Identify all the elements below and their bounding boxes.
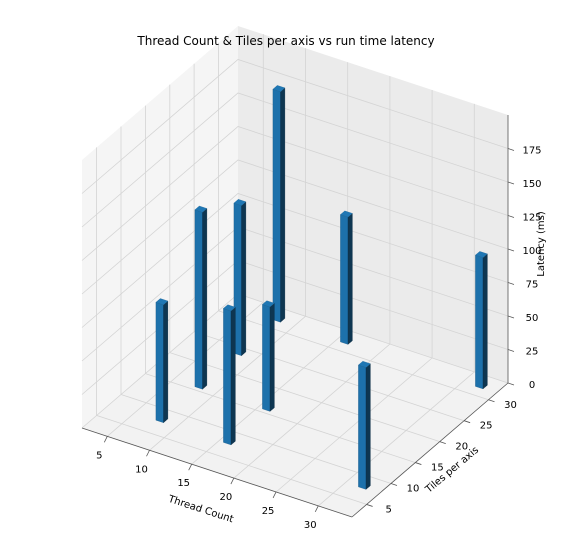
bar-front-face: [272, 88, 281, 323]
z-grid-line: [81, 92, 509, 228]
bar-top-face: [262, 300, 275, 308]
x-tick-mark: [314, 505, 319, 513]
z-axis-label: Latency (ms): [536, 211, 547, 277]
z-grid-line: [81, 126, 509, 261]
bar-side-face: [280, 87, 286, 323]
bar-top-face: [233, 199, 247, 206]
bar: [233, 199, 247, 357]
z-tick-label: 150: [522, 179, 541, 190]
bar-side-face: [347, 213, 353, 345]
y-tick-label: 15: [431, 463, 444, 474]
z-tick-mark: [507, 148, 515, 151]
x-tick-label: 10: [135, 464, 148, 475]
z-tick-label: 25: [526, 347, 539, 358]
x-tick-mark: [230, 477, 235, 485]
y-tick-mark: [463, 420, 471, 424]
y-tick-mark: [488, 399, 495, 403]
x-tick-mark: [146, 450, 150, 457]
bar-top-face: [272, 85, 286, 92]
y-tick-label: 30: [504, 400, 517, 411]
bar-top-face: [358, 361, 371, 368]
x-axis-line: [81, 427, 353, 518]
y-tick-label: 20: [455, 442, 468, 453]
grid-lines: [81, 34, 509, 507]
z-grid-line: [81, 159, 509, 295]
z-grid-line: [81, 193, 509, 328]
bar-side-face: [202, 208, 208, 390]
x-tick-mark: [103, 436, 108, 443]
z-tick-mark: [507, 282, 515, 285]
y-axis-line: [351, 382, 509, 518]
bar-side-face: [365, 363, 371, 490]
bar-front-face: [223, 308, 232, 446]
z-tick-label: 125: [522, 213, 541, 224]
y-tick-label: 5: [385, 504, 391, 515]
bar-front-face: [155, 302, 164, 423]
z-tick-mark: [507, 248, 515, 252]
x-tick-label: 20: [220, 492, 233, 503]
bar: [340, 210, 353, 345]
bar-top-face: [340, 210, 353, 218]
y-tick-label: 10: [407, 484, 420, 495]
z-tick-label: 50: [526, 313, 539, 324]
x-tick-label: 5: [96, 450, 102, 461]
bar: [358, 361, 371, 490]
z-tick-mark: [507, 349, 515, 352]
z-tick-label: 75: [526, 280, 539, 291]
y-tick-mark: [390, 483, 398, 486]
bar-side-face: [230, 306, 236, 446]
bar: [272, 85, 286, 323]
bar: [262, 300, 275, 412]
bar: [194, 205, 208, 390]
bar: [475, 251, 488, 390]
z-grid-line: [81, 59, 509, 194]
x-tick-label: 15: [177, 478, 190, 489]
x-tick-mark: [188, 463, 193, 471]
bar: [223, 304, 236, 446]
bar-side-face: [269, 302, 275, 412]
y-tick-label: 25: [480, 421, 493, 432]
bar-top-face: [155, 298, 169, 305]
bar-top-face: [475, 251, 488, 258]
z-tick-mark: [507, 215, 515, 218]
z-tick-mark: [507, 315, 515, 319]
z-tick-label: 0: [529, 380, 535, 391]
bar-front-face: [262, 304, 271, 412]
floor-pane: [82, 294, 508, 517]
bar-top-face: [194, 205, 208, 213]
bar-front-face: [358, 364, 367, 490]
bar-top-face: [223, 304, 236, 312]
chart-title: Thread Count & Tiles per axis vs run tim…: [136, 34, 434, 48]
y-tick-mark: [415, 462, 422, 465]
bar: [155, 298, 169, 424]
bar-front-face: [340, 214, 349, 345]
bar-side-face: [163, 300, 169, 424]
y-tick-mark: [366, 504, 373, 507]
z-tick-mark: [507, 181, 515, 185]
z-tick-label: 175: [522, 146, 541, 157]
x-tick-label: 25: [262, 506, 275, 517]
z-tick-label: 100: [522, 246, 541, 257]
bar-side-face: [241, 201, 247, 357]
z-tick-mark: [507, 382, 515, 386]
bar-series: [155, 85, 488, 490]
y-tick-mark: [439, 441, 446, 445]
x-tick-label: 30: [304, 520, 317, 531]
bar-front-face: [194, 209, 203, 390]
bar-side-face: [482, 253, 488, 390]
x-tick-mark: [272, 491, 277, 499]
tick-labels: 5 10 15 20 25 30 5 10 15 20 25 30 0 25 50 75 100 125 150 17…: [96, 146, 541, 531]
bar-front-face: [475, 254, 484, 390]
